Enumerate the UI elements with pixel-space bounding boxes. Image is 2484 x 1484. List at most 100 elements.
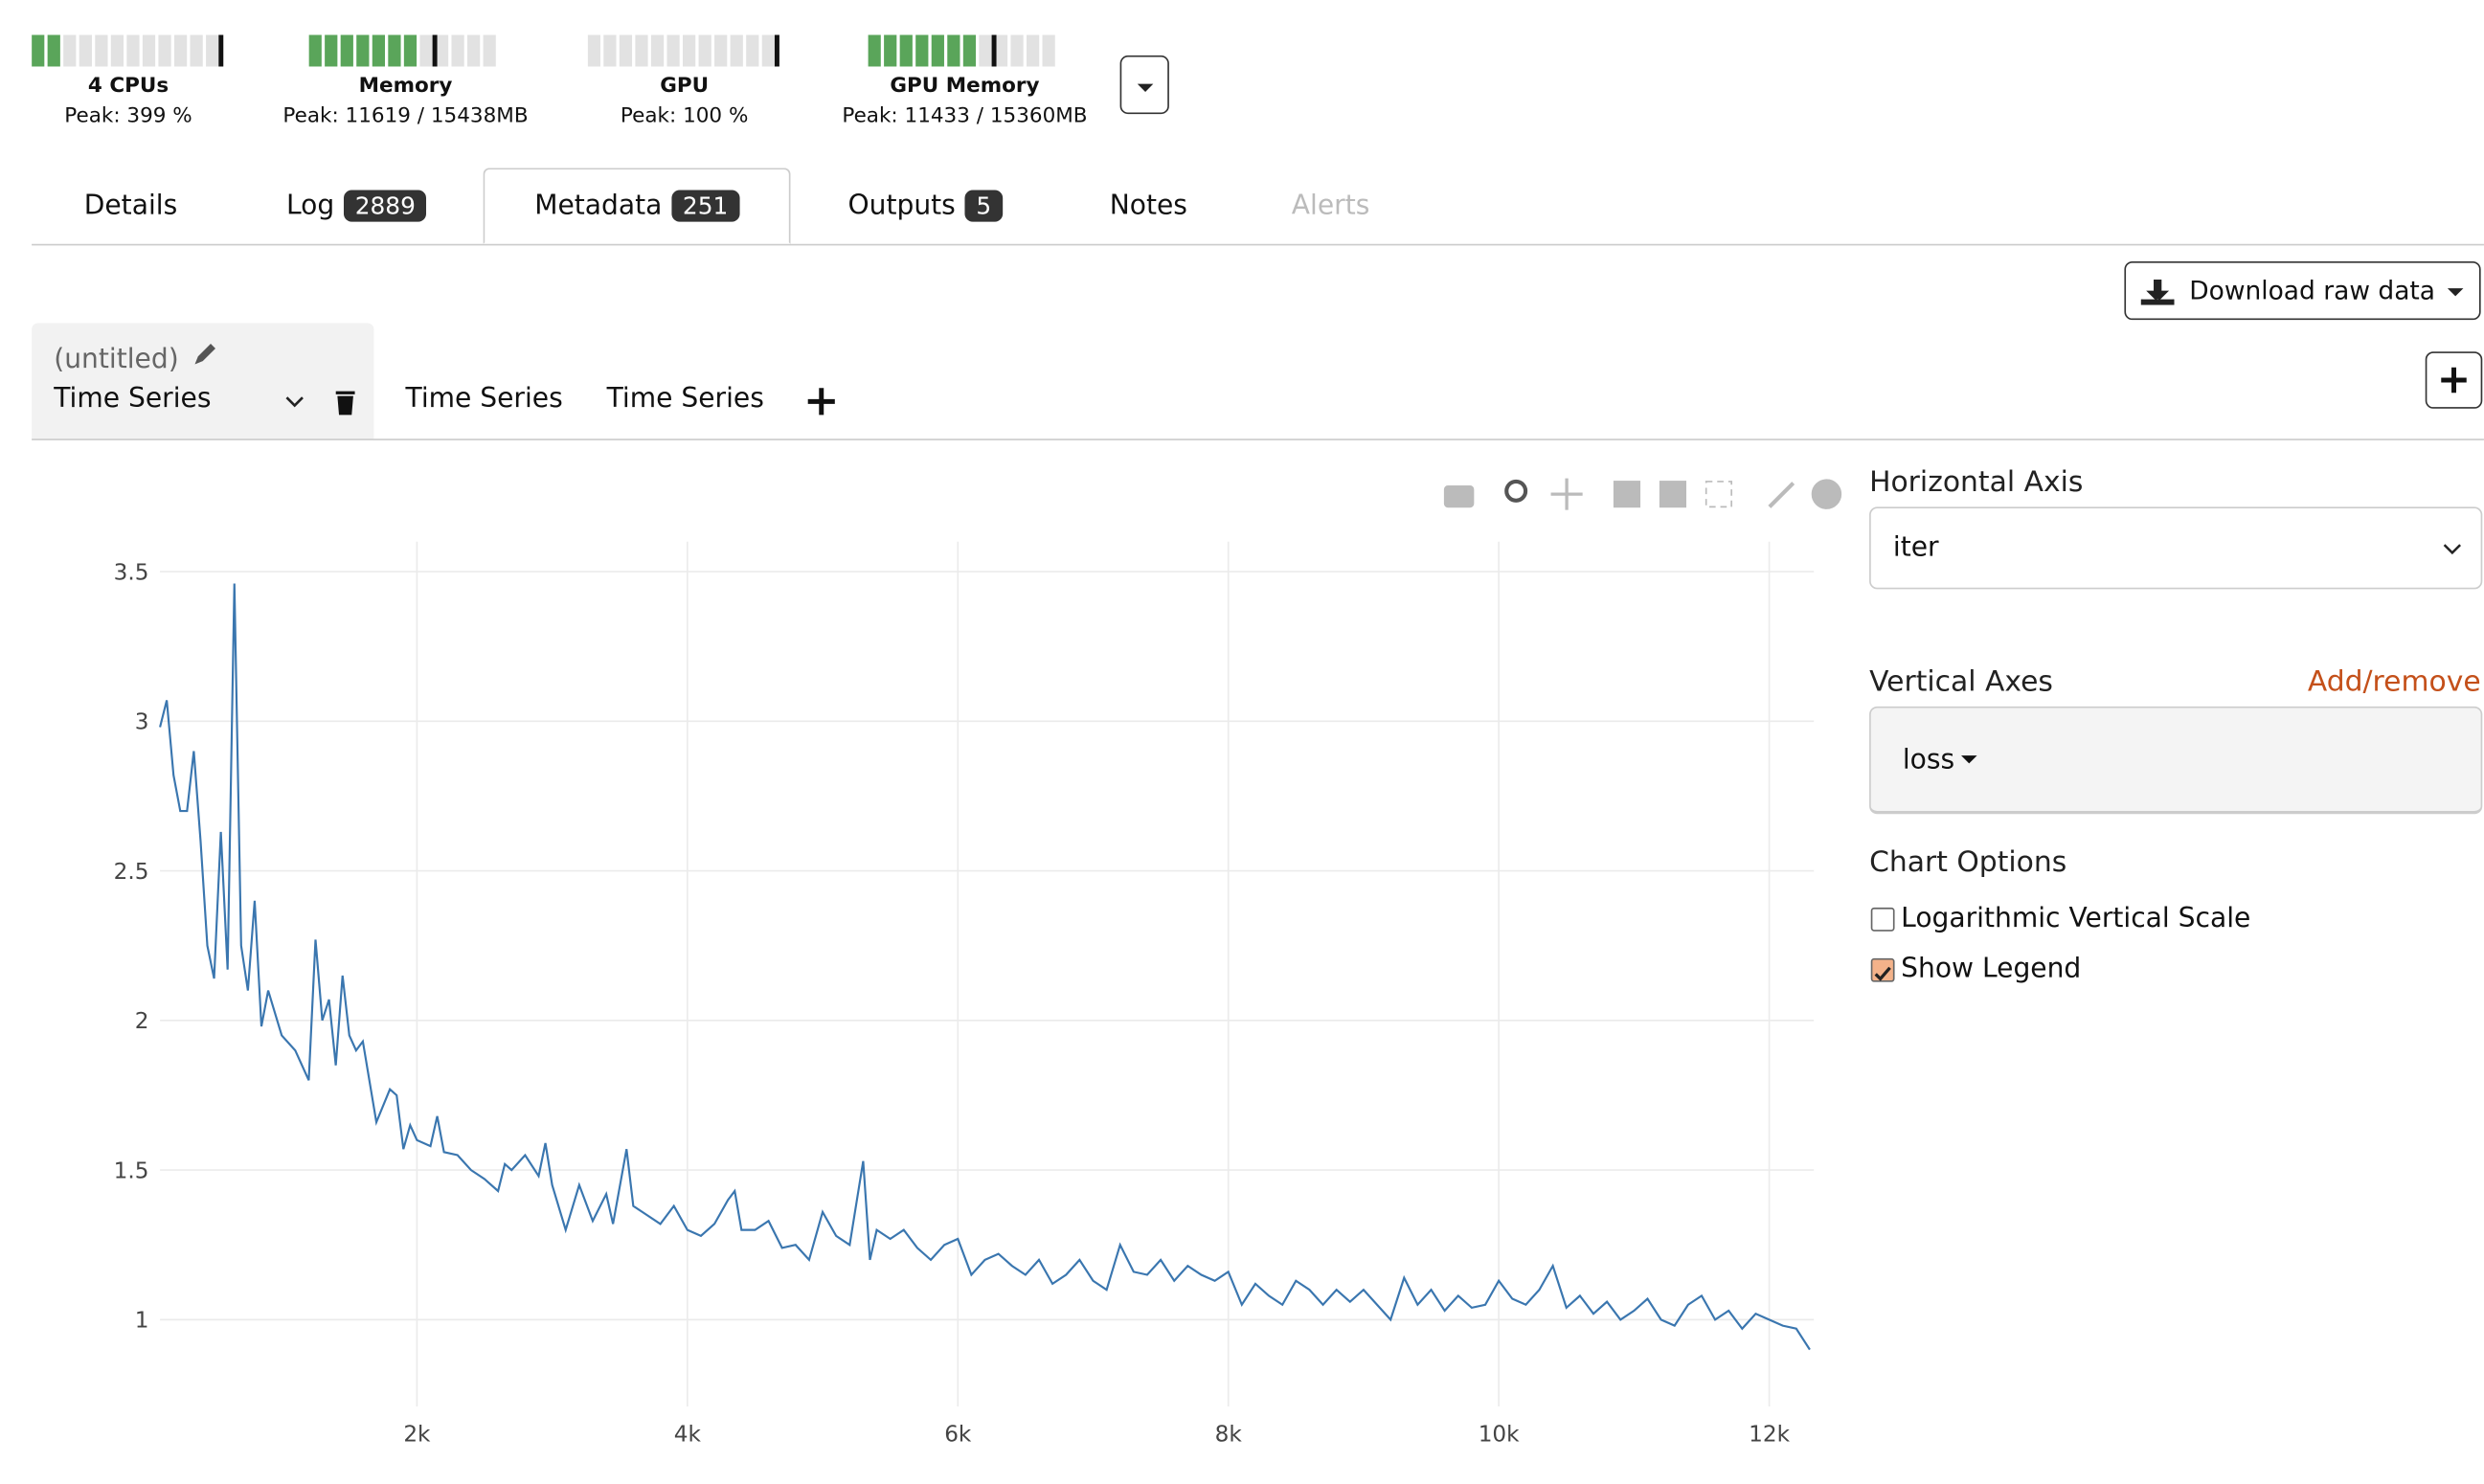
meter-peak: Peak: 11433 / 15360MB [842,104,1088,128]
y-tick-label: 1.5 [114,1158,149,1183]
meter-peak: Peak: 11619 / 15438MB [282,104,529,128]
tab[interactable]: Outputs 5 [792,168,1058,243]
select-value: iter [1892,531,1939,564]
meter-cell [126,34,140,67]
chart-title: (untitled) [54,343,179,376]
meter-cell [666,34,680,67]
meter-cell [683,34,696,67]
meter-cell [340,34,353,67]
meter-cell [746,34,759,67]
chart-tab[interactable]: Time Series [54,383,212,416]
tab[interactable]: Details [32,168,230,243]
tab[interactable]: Notes [1058,168,1239,243]
meter-cell [714,34,728,67]
x-tick-label: 12k [1749,1422,1790,1447]
tabs-divider [32,243,2484,246]
x-tick-label: 2k [403,1422,431,1447]
tab-badge: 251 [671,190,739,222]
y-tick-label: 3 [135,710,149,735]
horizontal-axis-heading: Horizontal Axis [1869,465,2084,500]
meter-peak-mark [774,34,779,67]
chart-tab[interactable]: Time Series [606,383,764,416]
vertical-axes-heading: Vertical Axes [1869,664,2053,699]
meter-cell [1026,34,1040,67]
line-series [159,583,1811,1351]
meter-cell [915,34,929,67]
meter-cell [206,34,219,67]
meter-cell [372,34,385,67]
download-button[interactable]: Download raw data [2124,260,2481,321]
reset-icon [1768,482,1795,508]
meter-cell [63,34,77,67]
meter-cell [95,34,108,67]
y-tick-label: 3.5 [114,560,149,585]
meter-cell [730,34,743,67]
tab-label: Notes [1109,190,1187,222]
tab-badge: 5 [964,190,1003,222]
autoscale-icon [1705,481,1732,508]
horizontal-axis-select[interactable]: iter [1869,506,2483,590]
tab-badge: 2889 [344,190,427,222]
meter-cell [435,34,449,67]
meter-cell [619,34,633,67]
meter-cell [308,34,322,67]
add-chart-icon[interactable] [803,383,838,417]
chart-tab-controls [285,391,355,416]
meter-cell [403,34,418,67]
edit-icon [194,343,216,365]
meter-cell [79,34,92,67]
meter-cell [931,34,944,67]
meter-peak-mark [218,34,224,67]
meter-cell [1010,34,1024,67]
meter-cell [158,34,171,67]
meter-cell [388,34,401,67]
add-remove-link[interactable]: Add/remove [2307,664,2481,699]
meter-cell [899,34,913,67]
meter-cell [761,34,775,67]
meter-cell [635,34,648,67]
zoom-out-icon [1659,481,1687,508]
add-panel-button[interactable] [2425,351,2483,409]
meter-cell [884,34,897,67]
chart-tab[interactable]: Time Series [405,383,563,416]
vertical-value: loss [1902,743,1955,776]
y-tick-label: 2.5 [114,860,149,885]
tab-label: Details [83,190,178,222]
meter-cell [962,34,977,67]
meter-cell [356,34,370,67]
meters-dropdown[interactable] [1119,55,1169,115]
meter-cell [698,34,711,67]
caret-icon [1960,754,1977,763]
meter-cell [587,34,600,67]
chevron-icon [2443,544,2462,555]
chart-name: (untitled) [54,342,222,375]
meter-label: Memory [358,74,453,99]
active-chart-tab[interactable] [32,323,374,439]
tab-label: Metadata [534,190,663,222]
meter-cell [603,34,617,67]
tab[interactable]: Metadata 251 [483,168,791,244]
meter-cell [110,34,124,67]
chart-options-heading: Chart Options [1869,845,2067,880]
caret-icon [1137,83,1154,92]
checkbox[interactable] [1870,957,1895,982]
camera-icon [1443,485,1475,508]
tab[interactable]: Log 2889 [230,168,484,243]
meter-peak-mark [432,34,438,67]
meter-cell [1042,34,1055,67]
meter-cell [325,34,338,67]
download-icon [2140,279,2175,304]
meter-cell [868,34,881,67]
meter-cell [483,34,496,67]
meter-label: 4 CPUs [87,74,169,99]
download-label: Download raw data [2189,275,2436,306]
tab[interactable]: Alerts [1239,168,1423,243]
vertical-axes-box[interactable]: loss [1869,706,2483,815]
meter-label: GPU Memory [890,74,1040,99]
meter-bar [308,34,496,67]
meter-cell [32,34,45,67]
x-tick-label: 10k [1479,1422,1520,1447]
checkbox[interactable] [1870,907,1895,932]
